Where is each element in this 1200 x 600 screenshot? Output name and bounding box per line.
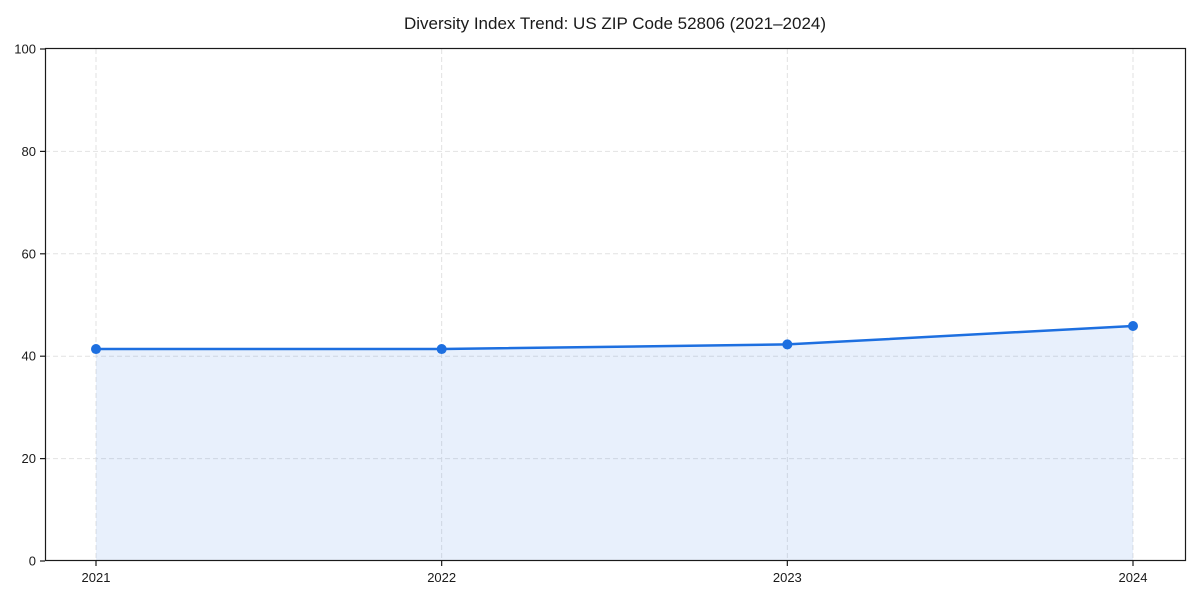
area-fill-shape bbox=[96, 325, 1133, 561]
x-tick-label: 2023 bbox=[773, 570, 802, 585]
data-point-2024 bbox=[1128, 320, 1138, 331]
y-tick-label: 80 bbox=[22, 144, 36, 159]
x-tick-label: 2024 bbox=[1119, 570, 1148, 585]
data-point-2021 bbox=[91, 344, 101, 355]
plot-border-rect bbox=[44, 47, 1187, 562]
gridlines bbox=[45, 49, 1185, 561]
trend-line bbox=[94, 324, 1135, 351]
y-tick-label: 0 bbox=[29, 554, 36, 569]
plot-border bbox=[44, 47, 1187, 562]
axis-ticks bbox=[40, 48, 1134, 566]
data-point-2023 bbox=[782, 339, 793, 350]
area-fill bbox=[96, 325, 1133, 561]
data-point-2022 bbox=[436, 344, 447, 355]
trend-line-path bbox=[94, 324, 1135, 351]
x-tick-label: 2021 bbox=[82, 570, 111, 585]
y-tick-label: 40 bbox=[22, 349, 36, 364]
y-tick-label: 60 bbox=[22, 246, 36, 261]
data-points bbox=[91, 320, 1138, 355]
x-tick-label: 2022 bbox=[427, 570, 456, 585]
y-tick-label: 100 bbox=[14, 42, 36, 57]
y-tick-label: 20 bbox=[22, 451, 36, 466]
axis-tick-labels: 0 20 40 60 80 100 2021 2022 2023 2024 bbox=[14, 42, 1147, 586]
chart-title: Diversity Index Trend: US ZIP Code 52806… bbox=[404, 14, 826, 33]
